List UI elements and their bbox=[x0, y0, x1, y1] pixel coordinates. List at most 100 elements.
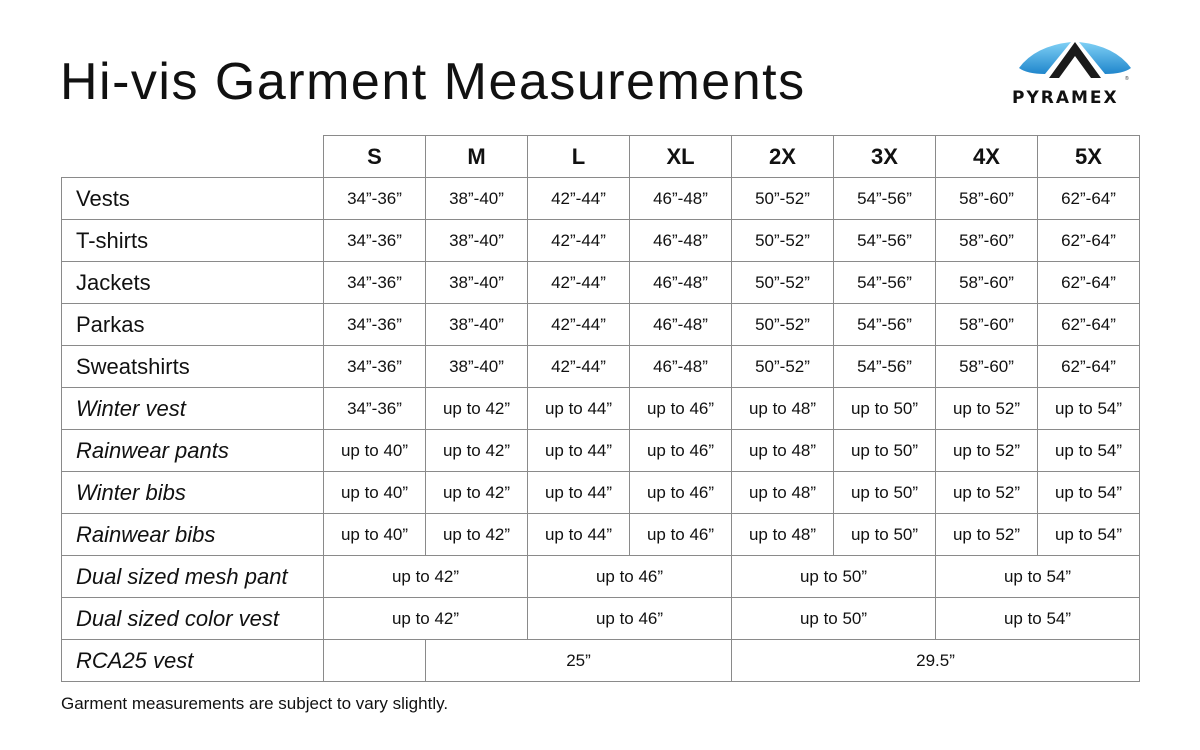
measurement-cell: 29.5” bbox=[731, 639, 1140, 682]
size-header-2x: 2X bbox=[731, 135, 834, 178]
measurement-cell: 46”-48” bbox=[629, 303, 732, 346]
size-header-m: M bbox=[425, 135, 528, 178]
table-row: Winter vest 34”-36” up to 42” up to 44” up t… bbox=[61, 387, 1140, 430]
measurement-cell: 54”-56” bbox=[833, 219, 936, 262]
measurement-cell: 38”-40” bbox=[425, 177, 528, 220]
measurement-cell: up to 44” bbox=[527, 387, 630, 430]
measurement-cell: up to 54” bbox=[1037, 513, 1140, 556]
measurement-cell: 42”-44” bbox=[527, 345, 630, 388]
corner-cell bbox=[61, 135, 324, 178]
measurements-table: S M L XL 2X 3X 4X 5X Vests 34”-36” 38”-40” 42”-44”… bbox=[61, 135, 1140, 682]
measurement-cell: up to 52” bbox=[935, 429, 1038, 472]
measurement-cell: up to 42” bbox=[323, 555, 528, 598]
measurement-cell: 38”-40” bbox=[425, 303, 528, 346]
measurement-cell: 42”-44” bbox=[527, 303, 630, 346]
measurement-cell: 38”-40” bbox=[425, 261, 528, 304]
measurement-cell: 50”-52” bbox=[731, 219, 834, 262]
row-label: Rainwear bibs bbox=[61, 513, 324, 556]
measurement-cell: 62”-64” bbox=[1037, 261, 1140, 304]
measurement-cell: up to 50” bbox=[731, 597, 936, 640]
measurement-cell bbox=[323, 639, 426, 682]
measurement-cell: 34”-36” bbox=[323, 387, 426, 430]
measurement-cell: up to 46” bbox=[629, 387, 732, 430]
measurement-cell: up to 40” bbox=[323, 513, 426, 556]
measurement-cell: 46”-48” bbox=[629, 219, 732, 262]
measurement-cell: 34”-36” bbox=[323, 261, 426, 304]
measurement-cell: up to 42” bbox=[425, 513, 528, 556]
row-label: T-shirts bbox=[61, 219, 324, 262]
row-label: Vests bbox=[61, 177, 324, 220]
header-row: S M L XL 2X 3X 4X 5X bbox=[61, 135, 1140, 178]
table-row: T-shirts 34”-36” 38”-40” 42”-44” 46”-48” 50”-… bbox=[61, 219, 1140, 262]
measurement-cell: 58”-60” bbox=[935, 345, 1038, 388]
measurement-cell: up to 52” bbox=[935, 471, 1038, 514]
row-label: Jackets bbox=[61, 261, 324, 304]
measurement-cell: up to 54” bbox=[1037, 387, 1140, 430]
table-row: Rainwear pants up to 40” up to 42” up to 44… bbox=[61, 429, 1140, 472]
measurement-cell: 54”-56” bbox=[833, 177, 936, 220]
measurement-cell: up to 44” bbox=[527, 429, 630, 472]
table-row: Winter bibs up to 40” up to 42” up to 44” up… bbox=[61, 471, 1140, 514]
measurement-cell: 58”-60” bbox=[935, 177, 1038, 220]
brand-name: PYRAMEX bbox=[1012, 88, 1119, 108]
measurement-cell: up to 54” bbox=[1037, 429, 1140, 472]
page-title: Hi-vis Garment Measurements bbox=[60, 53, 806, 111]
row-label: Winter bibs bbox=[61, 471, 324, 514]
measurement-cell: up to 46” bbox=[527, 555, 732, 598]
row-label: Winter vest bbox=[61, 387, 324, 430]
measurement-cell: 58”-60” bbox=[935, 261, 1038, 304]
measurement-cell: 62”-64” bbox=[1037, 219, 1140, 262]
measurement-cell: up to 44” bbox=[527, 471, 630, 514]
row-label: RCA25 vest bbox=[61, 639, 324, 682]
measurement-cell: 50”-52” bbox=[731, 261, 834, 304]
table-row: RCA25 vest 25” 29.5” bbox=[61, 639, 1140, 682]
measurement-cell: 38”-40” bbox=[425, 345, 528, 388]
measurement-cell: up to 46” bbox=[527, 597, 732, 640]
svg-text:®: ® bbox=[1125, 75, 1129, 82]
measurement-cell: up to 50” bbox=[833, 513, 936, 556]
table-row: Vests 34”-36” 38”-40” 42”-44” 46”-48” 50”-52”… bbox=[61, 177, 1140, 220]
measurement-cell: 54”-56” bbox=[833, 303, 936, 346]
measurement-cell: up to 54” bbox=[1037, 471, 1140, 514]
measurement-cell: 38”-40” bbox=[425, 219, 528, 262]
table-row: Jackets 34”-36” 38”-40” 42”-44” 46”-48” 50”-5… bbox=[61, 261, 1140, 304]
measurement-cell: 46”-48” bbox=[629, 261, 732, 304]
size-header-l: L bbox=[527, 135, 630, 178]
measurement-cell: 54”-56” bbox=[833, 345, 936, 388]
row-label: Dual sized mesh pant bbox=[61, 555, 324, 598]
measurement-cell: 42”-44” bbox=[527, 177, 630, 220]
row-label: Parkas bbox=[61, 303, 324, 346]
measurement-cell: up to 50” bbox=[833, 387, 936, 430]
row-label: Dual sized color vest bbox=[61, 597, 324, 640]
measurement-cell: 46”-48” bbox=[629, 177, 732, 220]
measurement-cell: up to 50” bbox=[833, 429, 936, 472]
table-row: Dual sized mesh pant up to 42” up to 46” up… bbox=[61, 555, 1140, 598]
measurement-cell: 58”-60” bbox=[935, 219, 1038, 262]
measurement-cell: 25” bbox=[425, 639, 732, 682]
measurement-cell: 42”-44” bbox=[527, 219, 630, 262]
measurement-cell: 62”-64” bbox=[1037, 345, 1140, 388]
measurement-cell: 54”-56” bbox=[833, 261, 936, 304]
measurement-cell: up to 42” bbox=[323, 597, 528, 640]
measurement-cell: 34”-36” bbox=[323, 345, 426, 388]
measurement-cell: up to 52” bbox=[935, 387, 1038, 430]
measurement-cell: 46”-48” bbox=[629, 345, 732, 388]
measurement-cell: up to 50” bbox=[833, 471, 936, 514]
measurement-cell: 50”-52” bbox=[731, 345, 834, 388]
table-row: Parkas 34”-36” 38”-40” 42”-44” 46”-48” 50”-52… bbox=[61, 303, 1140, 346]
measurement-cell: up to 44” bbox=[527, 513, 630, 556]
measurement-cell: 62”-64” bbox=[1037, 177, 1140, 220]
size-header-3x: 3X bbox=[833, 135, 936, 178]
table-row: Sweatshirts 34”-36” 38”-40” 42”-44” 46”-48” 5… bbox=[61, 345, 1140, 388]
row-label: Sweatshirts bbox=[61, 345, 324, 388]
measurement-cell: up to 42” bbox=[425, 387, 528, 430]
measurement-cell: up to 54” bbox=[935, 597, 1140, 640]
measurement-cell: 42”-44” bbox=[527, 261, 630, 304]
measurement-cell: 50”-52” bbox=[731, 303, 834, 346]
measurement-cell: 34”-36” bbox=[323, 219, 426, 262]
measurement-cell: 62”-64” bbox=[1037, 303, 1140, 346]
measurement-cell: up to 40” bbox=[323, 471, 426, 514]
measurement-cell: up to 42” bbox=[425, 429, 528, 472]
measurement-cell: up to 54” bbox=[935, 555, 1140, 598]
measurement-cell: up to 48” bbox=[731, 387, 834, 430]
